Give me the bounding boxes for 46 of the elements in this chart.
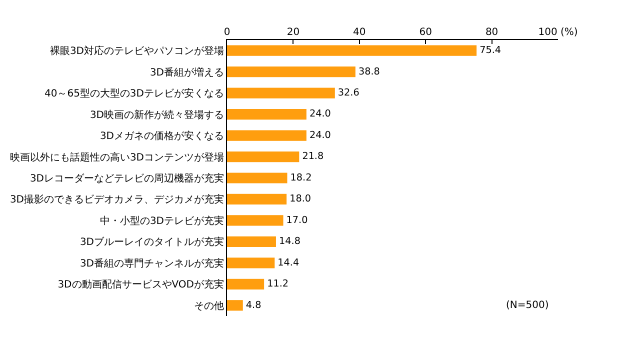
data-label: 18.0	[290, 194, 312, 205]
bar	[227, 236, 276, 247]
data-label: 17.0	[286, 214, 308, 226]
bar	[227, 194, 287, 205]
y-tick-label: 映画以外にも話題性の高い3Dコンテンツが登場	[10, 151, 224, 164]
data-label: 24.0	[309, 108, 331, 120]
bar	[227, 172, 288, 184]
y-tick-label: 40～65型の大型の3Dテレビが安くなる	[44, 88, 224, 100]
bar	[227, 215, 284, 226]
y-tick-label: 3D番組が増える	[150, 66, 224, 78]
data-label: 32.6	[338, 87, 360, 98]
y-tick-label: 裸眼3D対応のテレビやパソコンが登場	[50, 45, 224, 58]
data-label: 14.4	[278, 257, 300, 268]
x-tick-label: 40	[353, 27, 366, 38]
bar	[227, 88, 335, 98]
y-tick-label: 3Dブルーレイのタイトルが充実	[80, 236, 224, 248]
y-tick-label: 3D撮影のできるビデオカメラ、デジカメが充実	[10, 194, 224, 206]
x-tick-label: 60	[419, 27, 432, 38]
bar	[227, 45, 477, 56]
data-label: 11.2	[267, 278, 289, 290]
data-label: 14.8	[279, 236, 300, 248]
data-label: 75.4	[480, 45, 502, 56]
x-tick-label: 100 (%)	[538, 27, 578, 38]
y-tick-label: その他	[194, 300, 224, 312]
bar	[227, 130, 306, 141]
bar	[227, 258, 275, 268]
data-label: 24.0	[309, 130, 331, 141]
data-label: 21.8	[302, 151, 324, 162]
bar	[227, 300, 243, 311]
bar	[227, 151, 300, 162]
x-tick-label: 80	[485, 27, 498, 38]
data-label: 18.2	[290, 172, 312, 184]
bar	[227, 66, 356, 78]
y-tick-label: 3D番組の専門チャンネルが充実	[80, 257, 224, 270]
y-tick-label: 3Dメガネの価格が安くなる	[100, 130, 224, 142]
data-label: 38.8	[358, 66, 380, 78]
y-tick-label: 中・小型の3Dテレビが充実	[100, 214, 224, 227]
x-tick-label: 0	[224, 27, 230, 38]
data-label: 4.8	[246, 300, 262, 311]
y-tick-label: 3Dレコーダーなどテレビの周辺機器が充実	[30, 172, 224, 184]
x-tick-label: 20	[286, 27, 300, 38]
y-tick-label: 3D映画の新作が続々登場する	[90, 108, 224, 121]
bar	[227, 109, 306, 120]
annotation: (N=500)	[506, 300, 549, 311]
bar	[227, 278, 264, 290]
y-tick-label: 3Dの動画配信サービスやVODが充実	[58, 278, 224, 291]
